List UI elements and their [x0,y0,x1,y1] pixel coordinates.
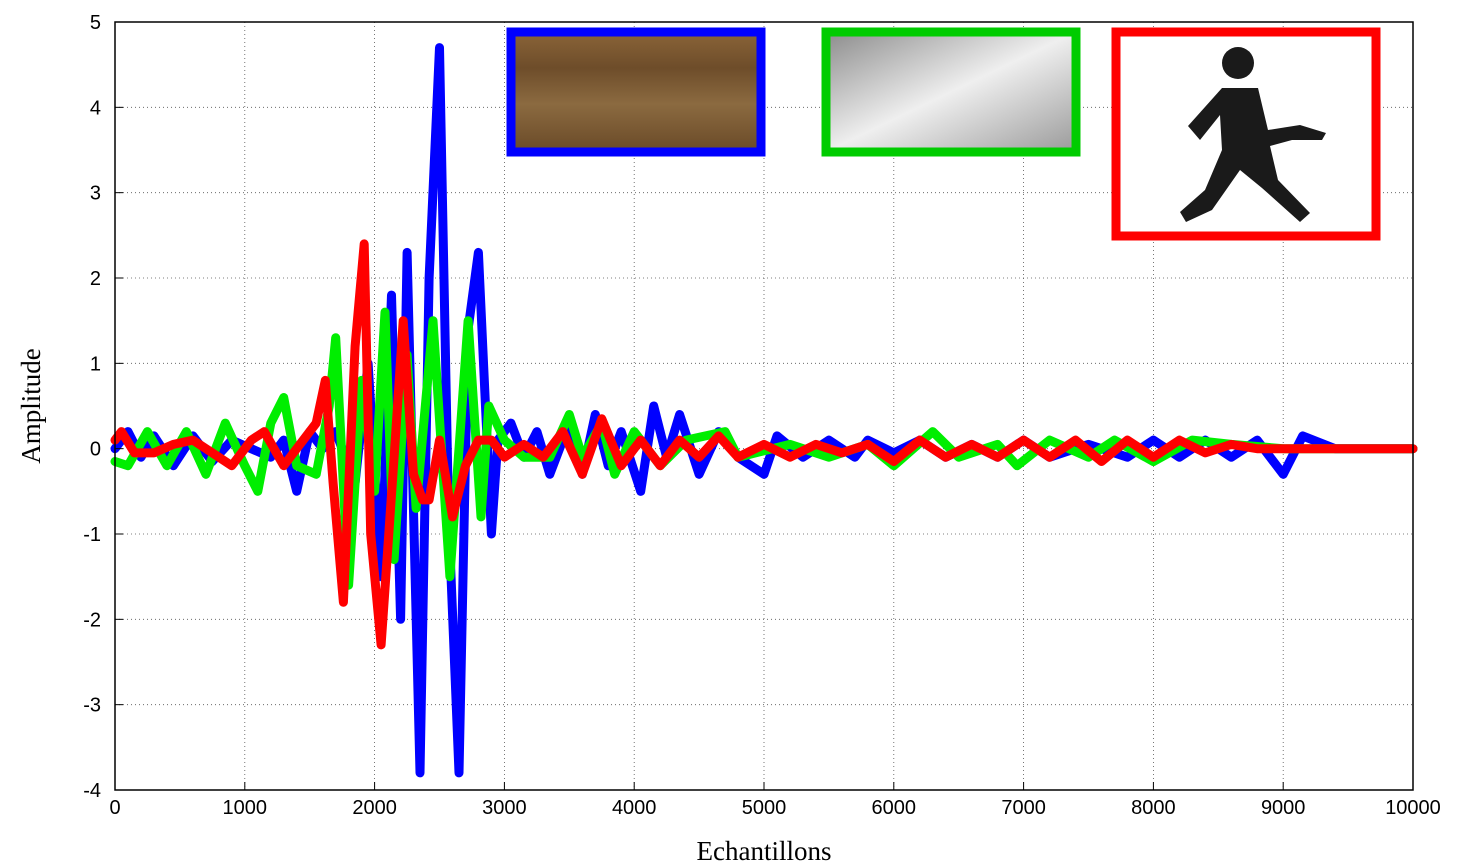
y-tick-label: 4 [90,97,101,119]
x-tick-label: 8000 [1131,797,1176,819]
metal-picture [821,27,1081,157]
y-tick-label: -3 [83,695,101,717]
y-tick-label: 0 [90,439,101,461]
x-axis-label: Echantillons [697,836,832,866]
lines [110,43,1418,778]
y-tick-label: -4 [83,780,101,802]
x-tick-label: 2000 [352,797,397,819]
series-line [110,307,1418,590]
y-axis-label: Amplitude [16,348,46,464]
x-tick-label: 4000 [612,797,657,819]
y-tick-label: 5 [90,12,101,34]
pedestrian-picture [1111,27,1381,241]
wood-picture [506,27,766,157]
y-tick-label: 3 [90,183,101,205]
x-tick-label: 1000 [223,797,268,819]
x-tick-label: 0 [109,797,120,819]
series-line [110,239,1418,650]
x-tick-label: 10000 [1385,797,1441,819]
x-tick-label: 7000 [1001,797,1046,819]
x-tick-label: 3000 [482,797,527,819]
y-tick-label: 2 [90,268,101,290]
y-tick-label: 1 [90,353,101,375]
y-tick-label: -1 [83,524,101,546]
x-tick-label: 6000 [872,797,917,819]
y-tick-label: -2 [83,609,101,631]
x-tick-label: 9000 [1261,797,1306,819]
x-tick-label: 5000 [742,797,787,819]
